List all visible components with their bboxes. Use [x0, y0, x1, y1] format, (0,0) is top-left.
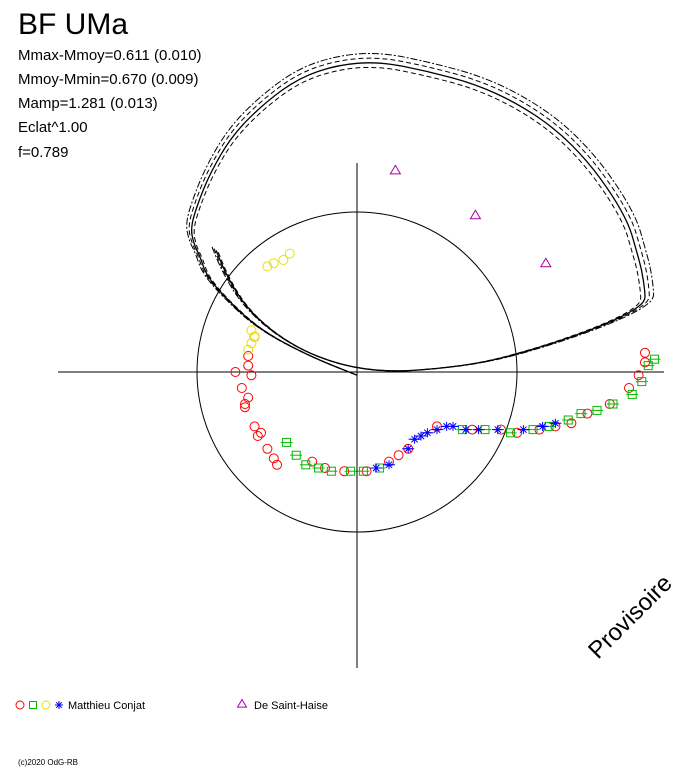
data-point-s2-7 — [243, 344, 254, 355]
data-point-s0-34 — [246, 370, 257, 381]
legend-marker-conjat-4 — [55, 701, 63, 709]
stat-mmax-mmoy: Mmax-Mmoy=0.611 (0.010) — [18, 47, 202, 64]
data-point-s2-5 — [246, 338, 257, 349]
data-point-s1-16 — [608, 399, 618, 409]
data-point-s4-2 — [539, 257, 552, 268]
data-point-s3-14 — [550, 418, 560, 428]
data-point-s3-10 — [474, 425, 484, 435]
data-point-s1-20 — [650, 354, 660, 364]
stat-eclat: Eclat^1.00 — [18, 119, 88, 136]
data-point-s0-0 — [240, 402, 250, 413]
legend-label-saint-haise: De Saint-Haise — [254, 700, 328, 712]
reference-circle — [196, 211, 518, 533]
data-point-s2-2 — [278, 255, 289, 265]
data-point-s3-3 — [410, 434, 420, 444]
fit-curve-4 — [186, 53, 655, 376]
data-point-s1-1 — [291, 450, 301, 460]
data-point-s3-6 — [432, 425, 442, 435]
data-point-s1-6 — [358, 466, 368, 476]
data-point-s3-12 — [518, 425, 528, 435]
data-point-s1-5 — [346, 466, 356, 476]
data-point-s0-5 — [243, 392, 254, 403]
data-point-s2-6 — [249, 331, 260, 342]
data-point-s3-11 — [493, 425, 503, 435]
data-point-s3-4 — [416, 431, 426, 441]
legend-markers-conjat — [15, 700, 63, 710]
data-point-s1-3 — [314, 463, 324, 473]
data-point-s3-8 — [448, 421, 458, 431]
data-point-s3-7 — [442, 421, 452, 431]
legend-marker-conjat-3 — [41, 700, 51, 710]
data-point-s0-30 — [640, 347, 650, 358]
data-points — [230, 164, 661, 477]
data-point-s2-3 — [284, 248, 295, 259]
copyright-text: (c)2020 OdG-RB — [18, 758, 78, 767]
stat-mmoy-mmin: Mmoy-Mmin=0.670 (0.009) — [18, 71, 198, 88]
data-point-s0-16 — [393, 450, 404, 461]
data-point-s3-1 — [384, 460, 394, 470]
data-point-s1-0 — [282, 437, 292, 447]
data-point-s0-24 — [566, 418, 577, 429]
fit-curves — [186, 53, 655, 376]
data-point-s0-33 — [243, 360, 254, 371]
data-point-s1-15 — [592, 405, 602, 415]
data-point-s1-17 — [627, 389, 637, 399]
legend-marker-conjat-1 — [15, 700, 25, 710]
data-point-s1-2 — [301, 460, 311, 470]
legend-markers-saint-haise — [236, 698, 248, 708]
legend-marker-conjat-2 — [29, 701, 37, 709]
data-point-s3-9 — [461, 425, 471, 435]
data-point-s0-8 — [240, 399, 250, 409]
data-point-s3-13 — [538, 421, 548, 431]
data-point-s0-10 — [272, 459, 282, 470]
data-point-s0-1 — [249, 421, 260, 432]
data-point-s0-27 — [624, 383, 634, 393]
data-point-s0-2 — [262, 443, 273, 454]
data-point-s0-3 — [268, 453, 279, 464]
data-point-s0-29 — [640, 357, 650, 368]
data-point-s0-9 — [252, 431, 263, 441]
legend: Matthieu Conjat De Saint-Haise — [15, 698, 328, 712]
chart-title: BF UMa — [18, 8, 128, 41]
data-point-s1-14 — [576, 409, 586, 419]
legend-marker-saint-haise — [236, 698, 248, 708]
data-point-s0-6 — [236, 383, 247, 393]
data-point-s0-4 — [256, 427, 266, 438]
data-point-s1-13 — [563, 415, 573, 425]
provisional-watermark: Provisoire — [583, 570, 678, 665]
axes — [58, 163, 664, 668]
fit-curve-2 — [188, 57, 650, 376]
data-point-s4-1 — [469, 209, 482, 220]
data-point-s3-5 — [422, 428, 432, 438]
data-point-s0-7 — [230, 367, 241, 377]
stat-f: f=0.789 — [18, 144, 68, 161]
data-point-s3-2 — [403, 444, 413, 454]
data-point-s1-10 — [506, 428, 516, 438]
data-point-s2-1 — [268, 258, 279, 269]
data-point-s2-0 — [262, 261, 273, 272]
data-point-s4-0 — [389, 164, 402, 175]
data-point-s1-18 — [637, 377, 647, 387]
stat-mamp: Mamp=1.281 (0.013) — [18, 95, 158, 112]
data-point-s3-0 — [371, 463, 381, 473]
legend-label-conjat: Matthieu Conjat — [68, 700, 145, 712]
data-point-s1-4 — [326, 466, 336, 476]
data-point-s0-11 — [307, 456, 318, 467]
data-point-s1-19 — [643, 361, 653, 371]
data-point-s2-4 — [246, 325, 257, 336]
data-point-s0-28 — [633, 370, 644, 381]
data-point-s0-32 — [243, 351, 254, 361]
